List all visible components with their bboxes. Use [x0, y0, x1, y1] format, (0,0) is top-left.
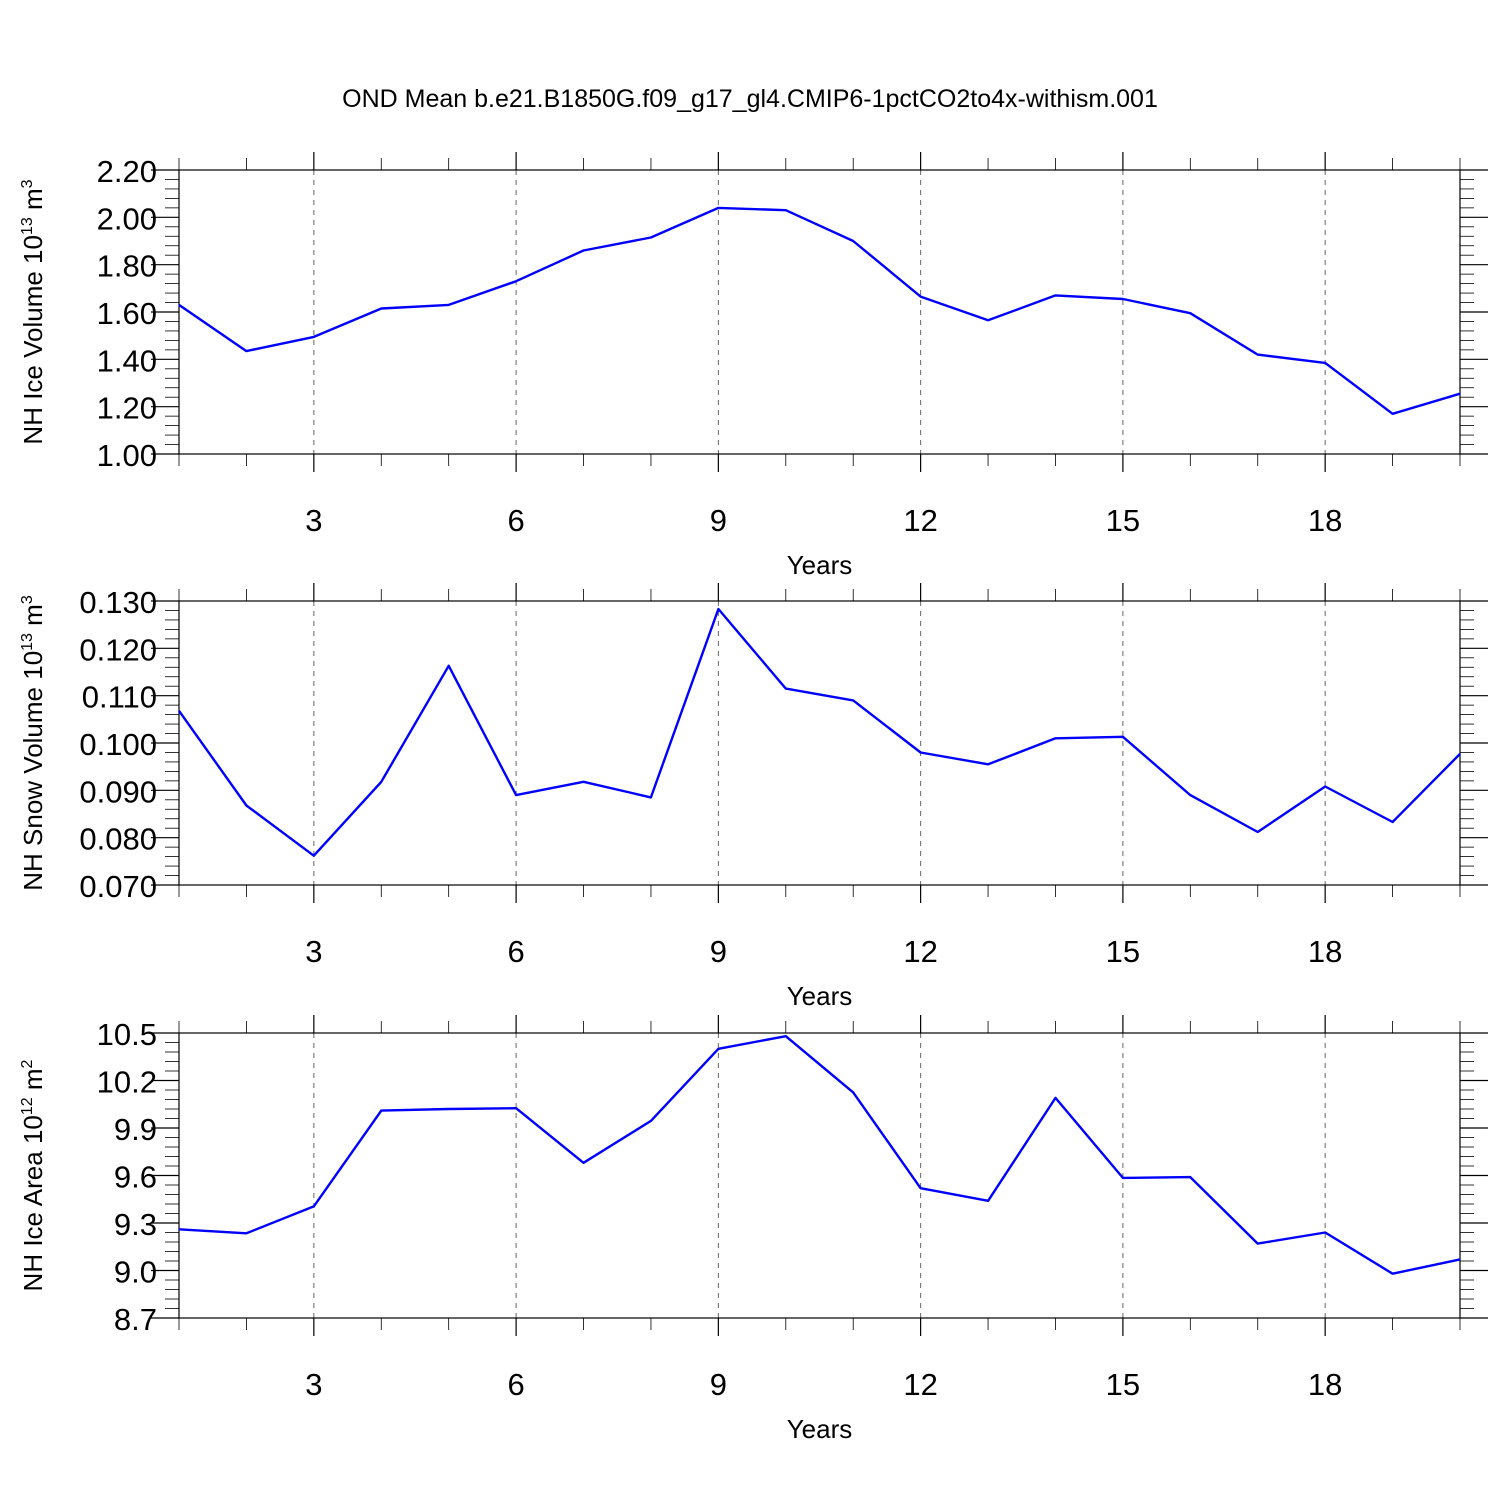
y-axis-title: NH Ice Volume 1013 m3 [18, 179, 48, 444]
y-tick-label: 1.60 [97, 296, 157, 331]
x-tick-label: 3 [305, 1367, 322, 1402]
y-tick-label: 1.20 [97, 391, 157, 426]
x-tick-label: 6 [507, 503, 524, 538]
x-tick-label: 6 [507, 1367, 524, 1402]
y-tick-label: 0.090 [79, 774, 157, 809]
x-tick-label: 6 [507, 934, 524, 969]
y-tick-label: 0.080 [79, 822, 157, 857]
series-line [178, 206, 1461, 415]
x-tick-label: 9 [710, 503, 727, 538]
x-tick-label: 18 [1308, 1367, 1342, 1402]
x-tick-label: 15 [1106, 934, 1140, 969]
series-line [178, 607, 1461, 857]
x-tick-label: 15 [1106, 503, 1140, 538]
y-tick-label: 0.120 [79, 632, 157, 667]
x-tick-label: 3 [305, 934, 322, 969]
y-tick-label: 10.5 [97, 1017, 157, 1052]
y-tick-label: 2.20 [97, 154, 157, 189]
y-tick-label: 1.40 [97, 343, 157, 378]
x-axis-title: Years [787, 550, 853, 580]
series-line [178, 1034, 1461, 1275]
x-tick-label: 15 [1106, 1367, 1140, 1402]
x-tick-label: 18 [1308, 503, 1342, 538]
x-axis-title: Years [787, 981, 853, 1011]
x-tick-label: 9 [710, 1367, 727, 1402]
y-tick-label: 1.80 [97, 249, 157, 284]
panel-1: 3 6 9 12 15 18 2.20 2.00 1.80 1.60 1.40 1.20 1.00 Yea… [18, 152, 1488, 580]
y-tick-label: 9.6 [114, 1160, 157, 1195]
x-tick-label: 9 [710, 934, 727, 969]
y-tick-label: 9.0 [114, 1255, 157, 1290]
y-tick-label: 10.2 [97, 1065, 157, 1100]
y-tick-label: 0.100 [79, 727, 157, 762]
x-tick-label: 3 [305, 503, 322, 538]
x-tick-label: 12 [903, 1367, 937, 1402]
x-tick-label: 12 [903, 934, 937, 969]
x-axis-title: Years [787, 1414, 853, 1444]
plot-frame [178, 1032, 1461, 1319]
y-axis-title: NH Ice Area 1012 m2 [18, 1059, 48, 1291]
y-tick-label: 0.110 [82, 680, 157, 715]
panel-3: 3 6 9 12 15 18 10.5 10.2 9.9 9.6 9.3 9.0 8.7 Years NH … [18, 1015, 1488, 1444]
y-tick-label: 8.7 [114, 1302, 157, 1337]
y-tick-label: 9.9 [114, 1112, 157, 1147]
panel-2: 3 6 9 12 15 18 0.130 0.120 0.110 0.100 0.090 0.080 0… [18, 583, 1488, 1011]
y-tick-label: 0.070 [79, 869, 157, 904]
y-axis-title: NH Snow Volume 1013 m3 [18, 595, 48, 891]
y-tick-label: 0.130 [79, 585, 157, 620]
y-tick-label: 2.00 [97, 201, 157, 236]
y-tick-label: 1.00 [97, 438, 157, 473]
chart-title: OND Mean b.e21.B1850G.f09_g17_gl4.CMIP6-… [342, 85, 1158, 113]
x-tick-label: 12 [903, 503, 937, 538]
x-tick-label: 18 [1308, 934, 1342, 969]
y-tick-label: 9.3 [114, 1207, 157, 1242]
plot-frame [178, 600, 1461, 886]
